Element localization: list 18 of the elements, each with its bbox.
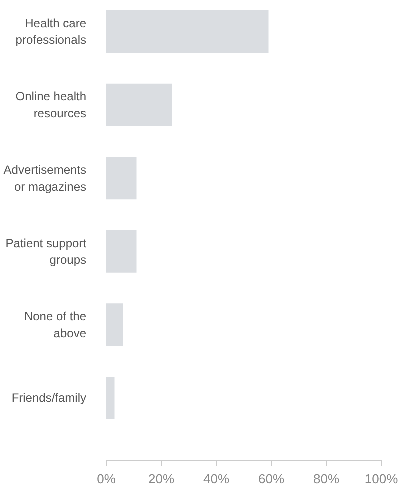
bar bbox=[106, 376, 115, 420]
x-tick-label: 40% bbox=[203, 472, 230, 486]
bar bbox=[106, 10, 269, 54]
bar bbox=[106, 230, 137, 273]
y-tick-label: Friends/family bbox=[12, 391, 87, 406]
x-tick-label: 80% bbox=[313, 472, 340, 486]
y-tick-label: None of the above bbox=[24, 310, 87, 340]
x-tick-label: 60% bbox=[258, 472, 285, 486]
y-tick-label: Patient support groups bbox=[6, 236, 88, 268]
bar bbox=[106, 157, 137, 200]
y-tick-label: Advertisements or magazines bbox=[4, 162, 87, 194]
x-tick-label: 0% bbox=[97, 472, 116, 486]
y-tick-label: Online health resources bbox=[16, 90, 86, 120]
x-tick-label: 100% bbox=[364, 472, 399, 486]
bar bbox=[106, 84, 172, 126]
y-tick-label: Health care professionals bbox=[16, 16, 87, 48]
x-tick-label: 20% bbox=[148, 472, 175, 486]
bar bbox=[106, 304, 123, 346]
